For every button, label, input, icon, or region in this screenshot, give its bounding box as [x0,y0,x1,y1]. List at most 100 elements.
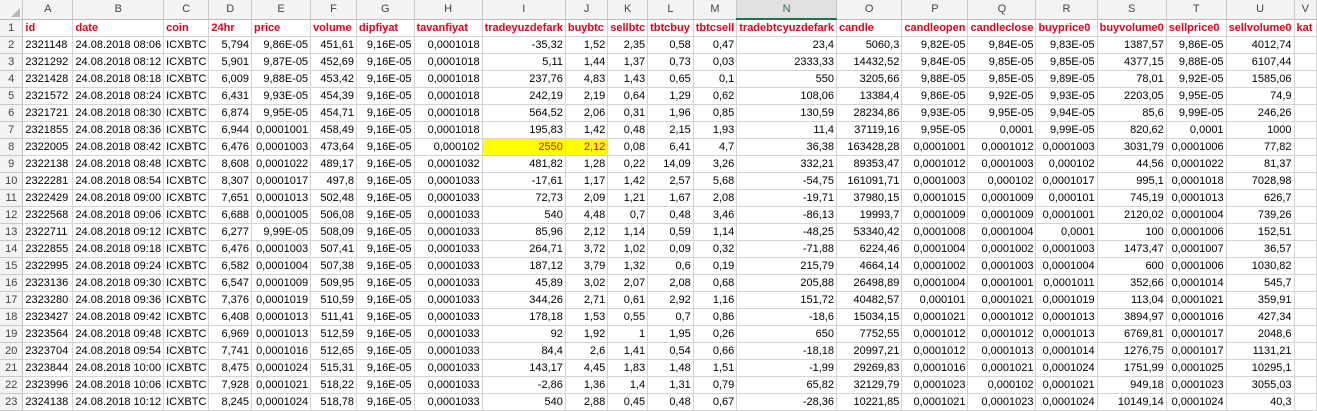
header-cell-candleopen[interactable]: candleopen [901,19,969,37]
table-cell[interactable] [1294,155,1317,173]
table-cell[interactable]: 3055,03 [1226,376,1295,394]
table-cell[interactable]: 0,0001033 [414,291,483,309]
table-cell[interactable]: 0,1 [693,70,738,88]
table-cell[interactable]: 2,71 [565,291,609,309]
table-cell[interactable]: 24.08.2018 09:18 [72,240,165,258]
column-header-i[interactable]: I [482,0,566,20]
table-cell[interactable]: 0,0001019 [1035,291,1098,309]
table-cell[interactable]: 0,0001033 [414,189,483,207]
table-cell[interactable]: 2,06 [565,104,609,122]
table-cell[interactable]: 10221,85 [836,393,903,411]
table-cell[interactable]: 20997,21 [836,342,903,360]
header-cell-buybtc[interactable]: buybtc [565,19,609,37]
table-cell[interactable]: 2322281 [22,172,74,190]
table-cell[interactable]: -17,61 [482,172,566,190]
table-cell[interactable]: 24.08.2018 08:06 [72,36,165,54]
table-cell[interactable]: 85,96 [482,223,566,241]
table-cell[interactable]: 510,59 [310,291,357,309]
table-cell[interactable]: ICXBTC [163,70,210,88]
table-cell[interactable]: 0,0001001 [251,121,312,139]
table-cell[interactable]: 0,0001018 [414,87,483,105]
table-cell[interactable]: 0,68 [693,274,738,292]
table-cell[interactable]: 0,0001003 [251,240,312,258]
table-cell[interactable]: 0,0001001 [1035,206,1098,224]
table-cell[interactable]: 2,08 [693,189,738,207]
table-cell[interactable]: 0,0001033 [414,274,483,292]
table-cell[interactable]: 130,59 [736,104,838,122]
table-cell[interactable]: 6107,44 [1226,53,1295,71]
table-cell[interactable]: 6,547 [208,274,252,292]
table-cell[interactable]: 2120,02 [1097,206,1167,224]
table-cell[interactable]: 9,16E-05 [356,104,415,122]
table-cell[interactable]: 9,99E-05 [1035,121,1098,139]
table-cell[interactable]: 6,408 [208,308,252,326]
table-cell[interactable]: 9,92E-05 [967,87,1037,105]
table-cell[interactable]: 0,0001009 [967,189,1037,207]
row-header[interactable]: 3 [0,53,24,71]
table-cell[interactable]: 1,44 [565,53,609,71]
table-cell[interactable]: 0,0001016 [901,359,969,377]
table-cell[interactable]: 2323136 [22,274,74,292]
table-cell[interactable]: 6769,81 [1097,325,1167,343]
table-cell[interactable]: 0,0001004 [251,257,312,275]
table-cell[interactable]: 0,0001033 [414,393,483,411]
table-cell[interactable]: -35,32 [482,36,566,54]
table-cell[interactable]: 502,48 [310,189,357,207]
table-cell[interactable]: 53340,42 [836,223,903,241]
table-cell[interactable]: 2324138 [22,393,74,411]
table-cell[interactable]: 0,000102 [967,172,1037,190]
table-cell[interactable]: 0,6 [647,257,694,275]
table-cell[interactable]: 2322711 [22,223,74,241]
table-cell[interactable]: 0,48 [607,121,649,139]
table-cell[interactable]: 6,688 [208,206,252,224]
table-cell[interactable]: 108,06 [736,87,838,105]
table-cell[interactable]: 0,0001033 [414,359,483,377]
table-cell[interactable]: 0,86 [693,308,738,326]
table-cell[interactable]: 8,608 [208,155,252,173]
table-cell[interactable]: 0,0001016 [251,342,312,360]
table-cell[interactable]: 2323280 [22,291,74,309]
table-cell[interactable]: 1030,82 [1226,257,1295,275]
table-cell[interactable]: 2323996 [22,376,74,394]
table-cell[interactable]: ICXBTC [163,206,210,224]
table-cell[interactable]: 0,0001012 [901,342,969,360]
table-cell[interactable]: 8,307 [208,172,252,190]
table-cell[interactable]: ICXBTC [163,155,210,173]
table-cell[interactable]: 92 [482,325,566,343]
table-cell[interactable] [1294,342,1317,360]
table-cell[interactable]: ICXBTC [163,87,210,105]
table-cell[interactable]: 3,79 [565,257,609,275]
table-cell[interactable]: 0,55 [607,308,649,326]
table-cell[interactable]: 1751,99 [1097,359,1167,377]
table-cell[interactable]: 7,741 [208,342,252,360]
table-cell[interactable]: 0,0001013 [251,189,312,207]
table-cell[interactable]: 9,16E-05 [356,393,415,411]
table-cell[interactable]: 1,52 [565,36,609,54]
table-cell[interactable]: 0,67 [693,393,738,411]
table-cell[interactable]: 0,0001018 [414,70,483,88]
table-cell[interactable] [1294,104,1317,122]
table-cell[interactable]: 4012,74 [1226,36,1295,54]
table-cell[interactable]: 458,49 [310,121,357,139]
table-cell[interactable]: 0,000102 [414,138,483,156]
table-cell[interactable]: 0,0001013 [1035,325,1098,343]
table-cell[interactable]: 1,29 [647,87,694,105]
table-cell[interactable]: 0,0001003 [967,155,1037,173]
table-cell[interactable]: ICXBTC [163,53,210,71]
header-cell-dipfiyat[interactable]: dipfiyat [356,19,415,37]
table-cell[interactable]: 6,277 [208,223,252,241]
table-cell[interactable]: 163428,28 [836,138,903,156]
table-cell[interactable]: 1,02 [607,240,649,258]
row-header[interactable]: 17 [0,291,24,309]
table-cell[interactable]: 242,19 [482,87,566,105]
column-header-o[interactable]: O [836,0,903,20]
table-cell[interactable]: 0,0001021 [967,291,1037,309]
table-cell[interactable]: 2,12 [565,223,609,241]
table-cell[interactable]: 452,69 [310,53,357,71]
table-cell[interactable]: 4664,14 [836,257,903,275]
table-cell[interactable]: 178,18 [482,308,566,326]
table-cell[interactable]: 0,62 [693,87,738,105]
table-cell[interactable]: 0,47 [693,36,738,54]
table-cell[interactable]: 507,38 [310,257,357,275]
table-cell[interactable] [1294,223,1317,241]
